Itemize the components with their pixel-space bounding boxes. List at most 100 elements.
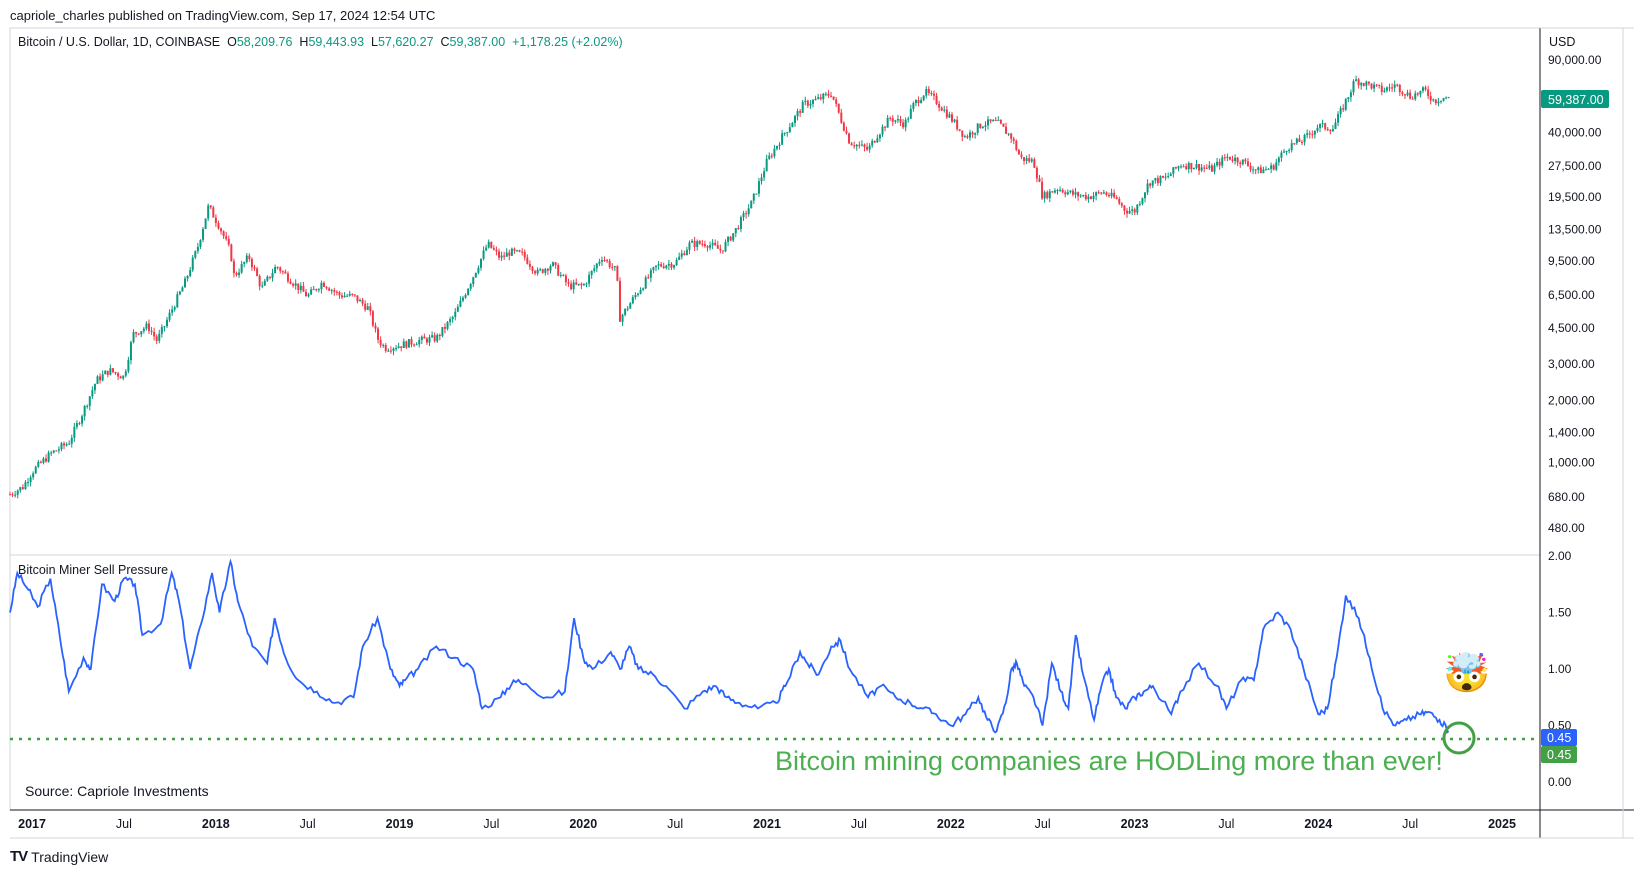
price-candle-body — [1334, 122, 1337, 130]
price-candle-body — [1373, 84, 1376, 89]
price-candle-body — [541, 269, 544, 273]
price-candle-body — [546, 268, 549, 271]
price-candle-body — [1391, 87, 1394, 89]
price-candle-body — [232, 261, 235, 273]
price-candle-body — [364, 303, 367, 310]
price-candle-body — [644, 277, 647, 289]
price-candle-body — [1169, 173, 1172, 176]
price-candle-body — [1210, 165, 1213, 172]
indicator-tick-label: 0.00 — [1548, 775, 1572, 789]
price-candle-body — [418, 339, 421, 345]
price-candle-body — [891, 118, 894, 122]
price-candle-body — [86, 405, 89, 407]
price-candle-body — [845, 130, 848, 134]
price-candle-body — [827, 93, 830, 96]
price-candle-body — [832, 96, 835, 100]
price-candle-body — [783, 132, 786, 134]
price-candle-body — [1007, 133, 1010, 135]
price-candle-body — [1427, 89, 1430, 96]
price-candle-body — [165, 319, 168, 327]
price-candle-body — [248, 255, 251, 260]
price-candle-body — [1053, 190, 1056, 193]
price-candle-body — [719, 248, 722, 251]
price-candle-body — [317, 289, 320, 291]
price-candle-body — [225, 236, 228, 240]
price-candle-body — [292, 283, 295, 286]
price-candle-body — [649, 270, 652, 278]
price-candle-body — [315, 289, 318, 291]
price-candle-body — [199, 239, 202, 247]
price-candle-body — [1005, 126, 1008, 134]
price-candle-body — [1149, 183, 1152, 186]
price-candle-body — [492, 248, 495, 250]
price-candle-body — [1190, 163, 1193, 170]
price-candle-body — [299, 285, 302, 291]
price-candle-body — [207, 205, 210, 219]
price-candle-body — [1192, 167, 1195, 170]
price-candle-body — [245, 255, 248, 263]
price-candle-body — [104, 370, 107, 375]
price-candle-body — [119, 376, 122, 379]
price-candle-body — [189, 270, 192, 276]
price-candle-body — [227, 239, 230, 245]
price-candle-body — [580, 283, 583, 286]
price-candle-body — [111, 368, 114, 373]
price-candle-body — [693, 240, 696, 248]
price-candle-body — [806, 100, 809, 106]
price-candle-body — [698, 241, 701, 244]
price-candle-body — [1118, 198, 1121, 204]
price-candle-body — [1370, 83, 1373, 89]
price-tick-label: 19,500.00 — [1548, 190, 1602, 204]
price-candle-body — [1319, 124, 1322, 128]
price-candle-body — [945, 109, 948, 118]
price-candle-body — [966, 136, 969, 138]
price-candle-body — [896, 119, 899, 121]
time-tick-label: Jul — [851, 817, 867, 831]
price-tick-label: 480.00 — [1548, 521, 1585, 535]
price-candle-body — [837, 103, 840, 113]
price-candle-body — [137, 333, 140, 335]
price-candle-body — [351, 293, 354, 295]
time-axis-ticks: 2017 Jul 2018 Jul 2019 Jul 2020 Jul 2021 Jul 2022 J… — [18, 817, 1516, 831]
currency-selector[interactable]: USD — [1549, 35, 1576, 49]
price-candle-body — [734, 228, 737, 234]
price-candles — [9, 75, 1450, 499]
price-candle-body — [876, 138, 879, 143]
time-tick-label: 2025 — [1488, 817, 1516, 831]
price-candle-body — [464, 294, 467, 298]
price-candle-body — [621, 314, 624, 322]
price-candle-body — [474, 272, 477, 278]
price-candle-body — [1411, 98, 1414, 100]
price-tick-label: 40,000.00 — [1548, 126, 1602, 140]
price-candle-body — [1174, 167, 1177, 169]
price-candle-body — [860, 144, 863, 146]
price-candle-body — [1437, 101, 1440, 104]
price-candle-body — [250, 259, 253, 268]
price-candle-body — [42, 458, 45, 463]
price-candle-body — [521, 251, 524, 253]
price-candle-body — [1239, 162, 1242, 165]
high-value: 59,443.93 — [308, 35, 365, 49]
price-candle-body — [415, 344, 418, 346]
time-tick-label: Jul — [300, 817, 316, 831]
price-candle-body — [1234, 157, 1237, 162]
price-candle-body — [217, 222, 220, 229]
time-tick-label: Jul — [667, 817, 683, 831]
open-value: 58,209.76 — [236, 35, 293, 49]
indicator-title: Bitcoin Miner Sell Pressure — [18, 563, 169, 577]
price-candle-body — [1154, 178, 1157, 181]
price-candle-body — [503, 255, 506, 257]
price-candle-body — [1030, 159, 1033, 162]
price-candle-body — [1385, 87, 1388, 91]
price-candle-body — [181, 287, 184, 292]
price-tick-label: 680.00 — [1548, 490, 1585, 504]
price-candle-body — [1205, 167, 1208, 169]
price-candle-body — [1416, 93, 1419, 95]
price-candle-body — [655, 265, 658, 268]
price-candle-body — [914, 99, 917, 104]
tradingview-logo[interactable]: TV TradingView — [10, 848, 108, 865]
price-candle-body — [479, 258, 482, 268]
price-candle-body — [1046, 192, 1049, 199]
price-candle-body — [557, 264, 560, 276]
